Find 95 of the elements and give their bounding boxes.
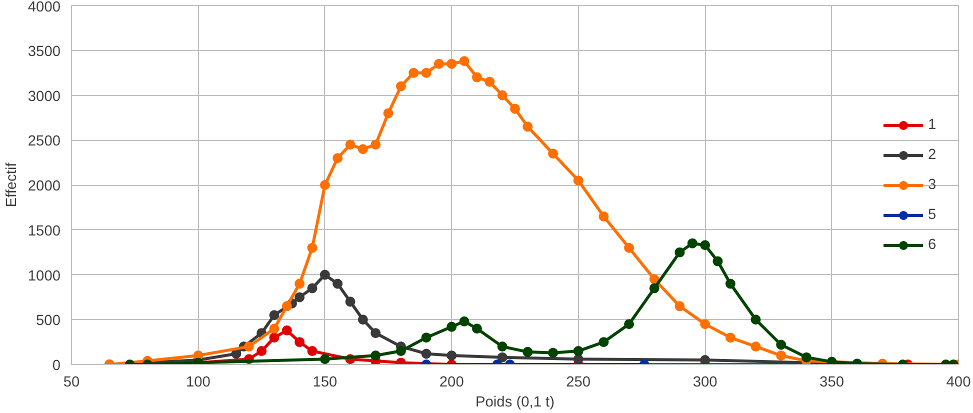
point <box>472 324 482 334</box>
point <box>649 283 660 294</box>
point <box>674 247 685 258</box>
point <box>484 76 495 87</box>
point <box>358 144 368 154</box>
point <box>307 283 318 294</box>
point <box>269 310 280 320</box>
point <box>345 140 356 150</box>
point <box>573 176 584 186</box>
point <box>370 140 381 150</box>
point <box>294 292 305 302</box>
point <box>573 346 584 356</box>
point <box>282 301 292 312</box>
point <box>497 90 508 100</box>
point <box>750 314 761 325</box>
point <box>522 346 533 357</box>
point <box>320 354 330 364</box>
y-tick-label: 0 <box>52 358 61 374</box>
point <box>497 342 508 352</box>
x-tick-label: 250 <box>566 374 591 390</box>
y-tick-label: 1500 <box>28 223 61 240</box>
point <box>307 242 318 253</box>
point <box>269 332 280 343</box>
point <box>700 319 710 330</box>
point <box>459 316 470 326</box>
point <box>712 256 723 266</box>
point <box>548 348 558 358</box>
x-tick-label: 300 <box>692 374 718 390</box>
point <box>598 337 609 348</box>
legend-label: 1 <box>928 116 938 132</box>
point <box>408 68 419 78</box>
point <box>700 355 710 364</box>
x-tick-label: 200 <box>439 374 464 390</box>
y-tick-label: 500 <box>36 313 61 330</box>
y-tick-label: 4000 <box>28 0 61 16</box>
point <box>244 342 254 352</box>
point <box>396 81 406 92</box>
legend-label: 3 <box>928 176 938 192</box>
point <box>446 322 457 332</box>
point <box>282 325 292 336</box>
point <box>421 68 432 78</box>
x-tick-label: 400 <box>946 374 971 390</box>
point <box>434 58 444 69</box>
legend-label: 5 <box>928 206 938 222</box>
point <box>446 350 457 361</box>
point <box>446 58 457 69</box>
point <box>345 296 356 307</box>
point <box>497 352 508 362</box>
x-tick-label: 50 <box>63 374 80 390</box>
point <box>332 153 343 164</box>
x-tick-label: 150 <box>312 374 338 390</box>
x-tick-label: 100 <box>186 374 210 390</box>
point <box>826 356 837 364</box>
y-tick-label: 3000 <box>28 88 61 105</box>
point <box>332 278 343 289</box>
point <box>776 350 786 361</box>
point <box>700 240 710 250</box>
point <box>750 342 761 352</box>
point <box>320 180 330 190</box>
point <box>421 332 432 343</box>
point <box>459 56 470 66</box>
point <box>307 346 318 356</box>
point <box>522 122 533 132</box>
y-tick-label: 2500 <box>28 134 61 150</box>
point <box>674 301 685 312</box>
x-axis-title: Poids (0,1 t) <box>475 394 555 410</box>
point <box>320 270 330 280</box>
y-axis-title: Effectif <box>4 162 20 208</box>
point <box>801 352 812 362</box>
point <box>358 314 368 325</box>
point <box>269 324 280 334</box>
point <box>725 278 736 289</box>
point <box>776 340 786 350</box>
y-tick-label: 1000 <box>28 268 61 284</box>
y-tick-label: 2000 <box>28 178 61 194</box>
x-tick-label: 350 <box>820 374 844 390</box>
point <box>548 148 558 159</box>
point <box>294 278 305 289</box>
point <box>383 108 394 118</box>
point <box>370 328 381 338</box>
point <box>598 211 609 222</box>
point <box>687 238 698 248</box>
y-tick-label: 3500 <box>28 44 61 60</box>
point <box>294 337 305 348</box>
point <box>510 104 520 114</box>
point <box>472 72 482 82</box>
point <box>421 348 432 359</box>
point <box>256 346 267 356</box>
point <box>624 242 634 253</box>
point <box>725 332 736 343</box>
point <box>370 350 381 361</box>
point <box>624 319 634 330</box>
legend-label: 6 <box>928 236 938 252</box>
legend-label: 2 <box>928 146 938 162</box>
point <box>396 346 406 356</box>
